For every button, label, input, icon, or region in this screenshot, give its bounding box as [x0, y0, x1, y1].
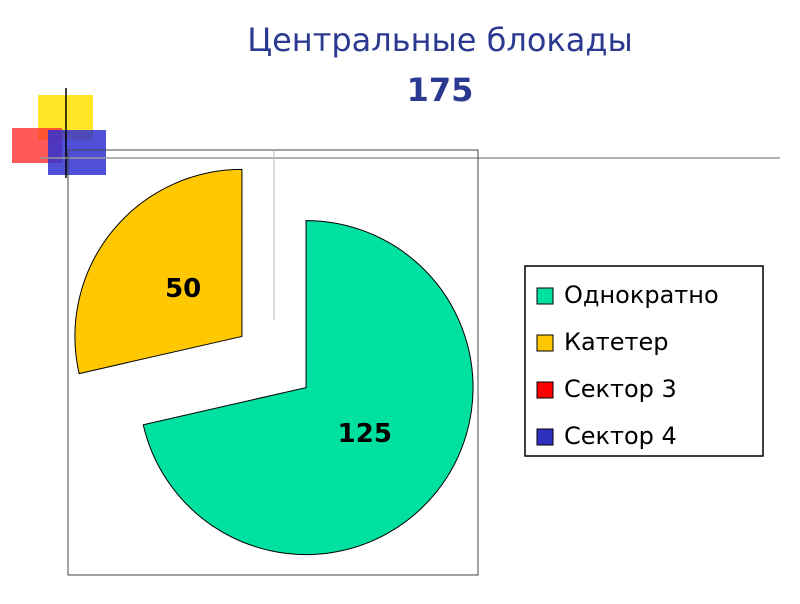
- decoration: [12, 88, 780, 178]
- pie-slice: [74, 168, 243, 375]
- pie-slice: [142, 220, 474, 556]
- chart-title: Центральные блокады: [247, 21, 632, 59]
- legend-label: Сектор 3: [564, 375, 677, 403]
- legend-label: Катетер: [564, 328, 668, 356]
- legend-swatch: [536, 428, 554, 446]
- legend-label: Сектор 4: [564, 422, 677, 450]
- legend: [524, 265, 764, 457]
- data-label: 50: [165, 274, 201, 304]
- legend-swatch: [536, 287, 554, 305]
- legend-swatch: [536, 381, 554, 399]
- legend-swatch: [536, 334, 554, 352]
- plot-frame: [67, 149, 479, 576]
- data-label: 125: [338, 419, 392, 449]
- chart-subtitle: 175: [407, 71, 474, 109]
- legend-label: Однократно: [564, 281, 719, 309]
